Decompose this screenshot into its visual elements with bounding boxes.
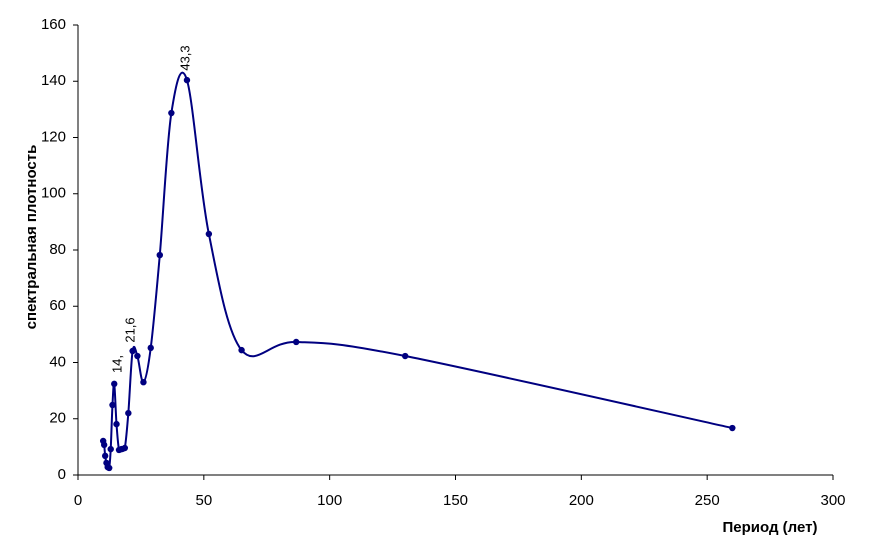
y-tick-label: 20 <box>49 410 66 427</box>
data-point <box>168 109 175 117</box>
data-point <box>107 445 114 453</box>
y-tick-label: 120 <box>41 128 66 145</box>
data-point <box>140 378 147 386</box>
y-tick-label: 100 <box>41 185 66 202</box>
annotation: 43,3 <box>177 45 192 70</box>
data-point <box>147 344 154 352</box>
x-axis-title: Период (лет) <box>723 519 818 536</box>
data-point <box>100 441 108 449</box>
data-point <box>401 352 409 360</box>
annotation: 21,6 <box>122 317 137 342</box>
data-point <box>183 76 191 84</box>
y-tick-label: 40 <box>49 353 66 370</box>
data-point <box>101 452 109 460</box>
annotation: 14, <box>109 355 124 373</box>
x-tick-label: 300 <box>820 492 845 509</box>
x-tick-label: 50 <box>195 492 212 509</box>
x-tick-label: 0 <box>74 492 82 509</box>
data-point <box>111 380 118 388</box>
data-point <box>205 230 213 238</box>
x-tick-label: 100 <box>317 492 342 509</box>
x-tick-label: 250 <box>695 492 720 509</box>
data-point <box>729 424 736 432</box>
data-point <box>134 352 141 360</box>
y-tick-label: 0 <box>58 466 66 483</box>
y-tick-label: 60 <box>49 297 66 314</box>
series-line <box>102 71 733 471</box>
data-point <box>129 347 136 355</box>
data-point <box>292 338 300 346</box>
data-point <box>125 409 132 417</box>
data-point <box>238 346 245 354</box>
data-point <box>156 251 163 259</box>
y-tick-label: 160 <box>41 16 66 33</box>
x-tick-label: 200 <box>569 492 594 509</box>
y-tick-label: 140 <box>41 72 66 89</box>
data-point <box>106 464 113 472</box>
data-point <box>121 444 129 452</box>
x-tick-label: 150 <box>443 492 468 509</box>
y-axis-title: спектральная плотность <box>23 145 40 330</box>
data-point <box>113 420 120 428</box>
data-point <box>109 401 116 409</box>
y-tick-label: 80 <box>49 241 66 258</box>
